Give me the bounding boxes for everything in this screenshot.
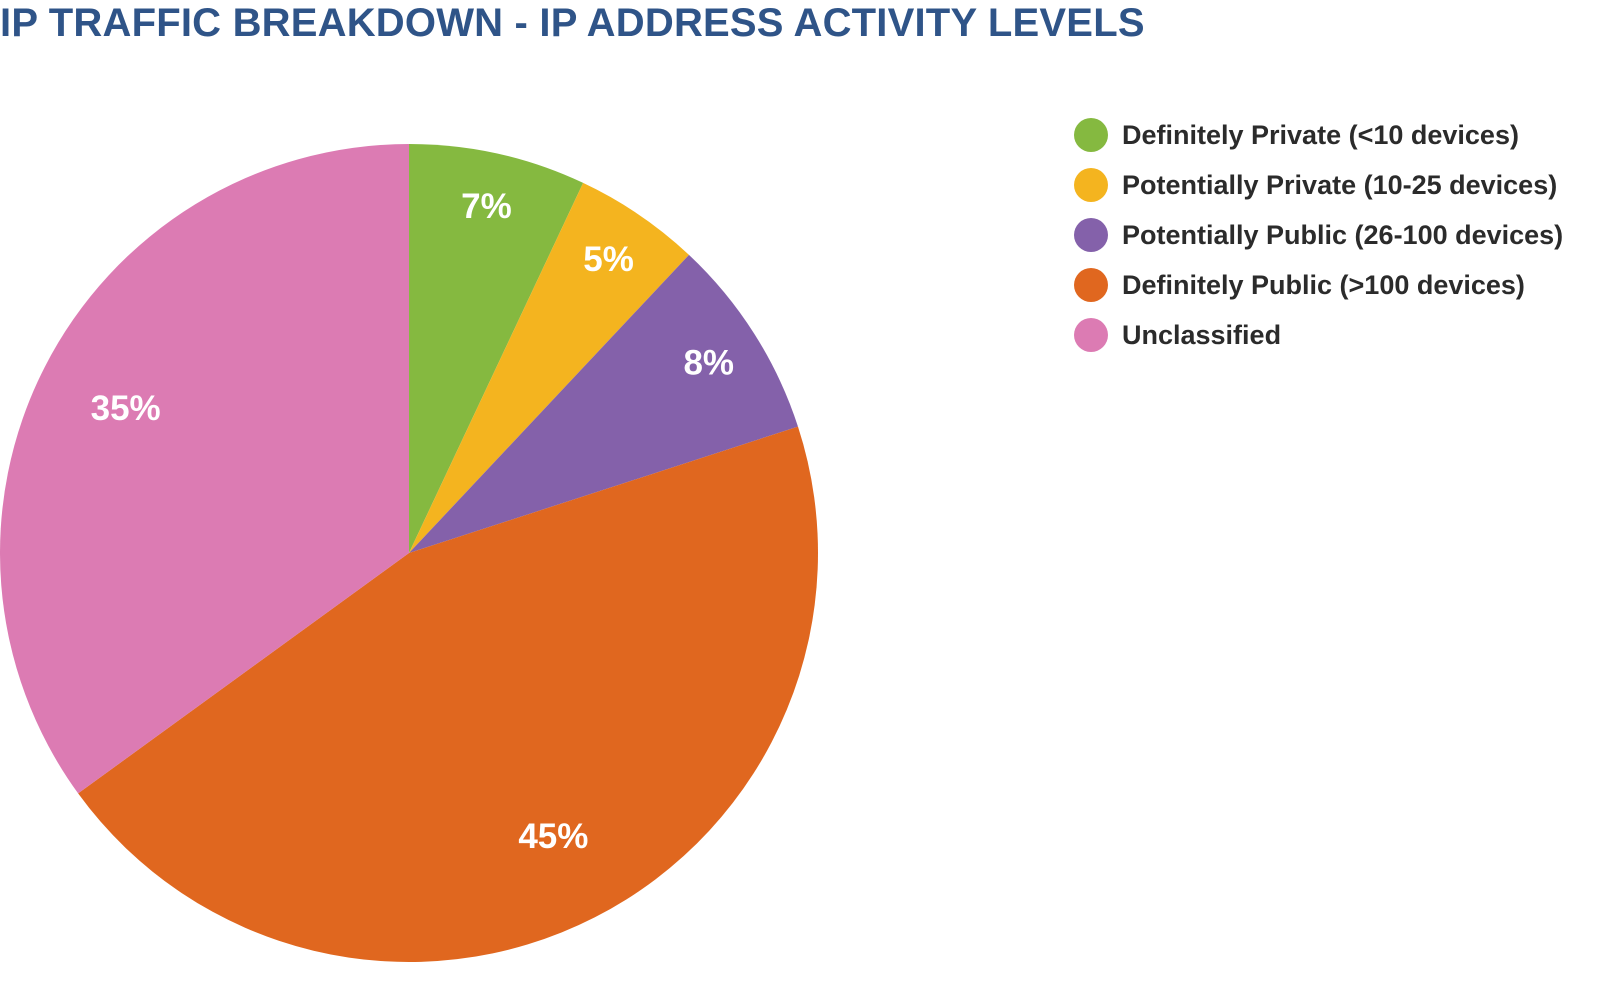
data-label-unclassified: 35% <box>91 389 161 428</box>
legend-swatch <box>1074 118 1108 152</box>
legend-swatch <box>1074 168 1108 202</box>
legend: Definitely Private (<10 devices) Potentia… <box>1074 110 1563 360</box>
legend-label: Definitely Private (<10 devices) <box>1122 119 1519 150</box>
pie-slice-potentially-public-26-100-devices <box>409 254 798 553</box>
pie-slice-definitely-private-10-devices <box>409 144 584 553</box>
legend-item-unclassified: Unclassified <box>1074 310 1563 360</box>
legend-label: Potentially Private (10-25 devices) <box>1122 169 1558 200</box>
legend-item-potentially-public-26-100-devices: Potentially Public (26-100 devices) <box>1074 210 1563 260</box>
legend-swatch <box>1074 318 1108 352</box>
legend-item-definitely-private-10-devices: Definitely Private (<10 devices) <box>1074 110 1563 160</box>
pie-slice-labels: 7% 5% 8% 45% 35% <box>91 187 734 856</box>
data-label-potentially-private-10-25-devices: 5% <box>583 240 634 279</box>
data-label-definitely-private-10-devices: 7% <box>461 187 512 226</box>
pie-slice-unclassified <box>0 144 410 794</box>
legend-item-definitely-public-100-devices: Definitely Public (>100 devices) <box>1074 260 1563 310</box>
legend-label: Potentially Public (26-100 devices) <box>1122 219 1564 250</box>
legend-label: Definitely Public (>100 devices) <box>1122 269 1525 300</box>
data-label-potentially-public-26-100-devices: 8% <box>683 343 734 382</box>
legend-item-potentially-private-10-25-devices: Potentially Private (10-25 devices) <box>1074 160 1563 210</box>
data-label-definitely-public-100-devices: 45% <box>518 817 588 856</box>
pie-slices <box>0 144 818 963</box>
pie-slice-potentially-private-10-25-devices <box>409 182 689 554</box>
pie-slice-definitely-public-100-devices <box>78 426 818 963</box>
legend-swatch <box>1074 268 1108 302</box>
legend-swatch <box>1074 218 1108 252</box>
chart-title: IP TRAFFIC BREAKDOWN - IP ADDRESS ACTIVI… <box>0 1 1145 45</box>
legend-label: Unclassified <box>1122 319 1282 350</box>
